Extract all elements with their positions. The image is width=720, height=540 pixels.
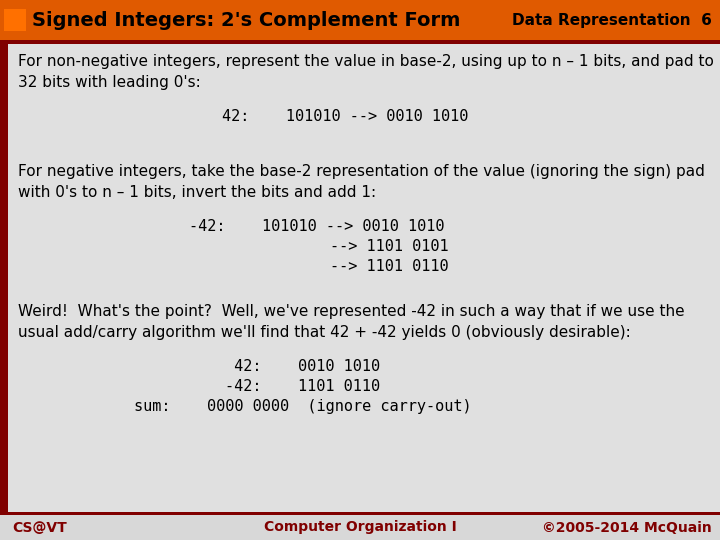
Text: 42:    101010 --> 0010 1010: 42: 101010 --> 0010 1010 (222, 109, 469, 124)
Bar (0, 40, 720, 44)
Text: Signed Integers: 2's Complement Form: Signed Integers: 2's Complement Form (32, 10, 460, 30)
Text: --> 1101 0110: --> 1101 0110 (184, 259, 449, 274)
Bar (0, 44, 8, 512)
Text: -42:    1101 0110: -42: 1101 0110 (225, 379, 380, 394)
Bar (0, 0, 720, 40)
Bar (0, 512, 720, 515)
Text: Computer Organization I: Computer Organization I (264, 521, 456, 535)
Text: -42:    101010 --> 0010 1010: -42: 101010 --> 0010 1010 (189, 219, 444, 234)
Bar (4, 9, 26, 31)
Text: Data Representation  6: Data Representation 6 (512, 12, 712, 28)
Text: For non-negative integers, represent the value in base-2, using up to n – 1 bits: For non-negative integers, represent the… (18, 54, 714, 90)
Text: --> 1101 0101: --> 1101 0101 (184, 239, 449, 254)
Text: For negative integers, take the base-2 representation of the value (ignoring the: For negative integers, take the base-2 r… (18, 164, 705, 200)
Bar (0, 515, 720, 540)
Bar (8, 44, 720, 512)
Text: Weird!  What's the point?  Well, we've represented -42 in such a way that if we : Weird! What's the point? Well, we've rep… (18, 304, 685, 340)
Text: ©2005-2014 McQuain: ©2005-2014 McQuain (542, 521, 712, 535)
Text: sum:    0000 0000  (ignore carry-out): sum: 0000 0000 (ignore carry-out) (134, 399, 471, 414)
Text: CS@VT: CS@VT (12, 521, 67, 535)
Text: 42:    0010 1010: 42: 0010 1010 (225, 359, 380, 374)
